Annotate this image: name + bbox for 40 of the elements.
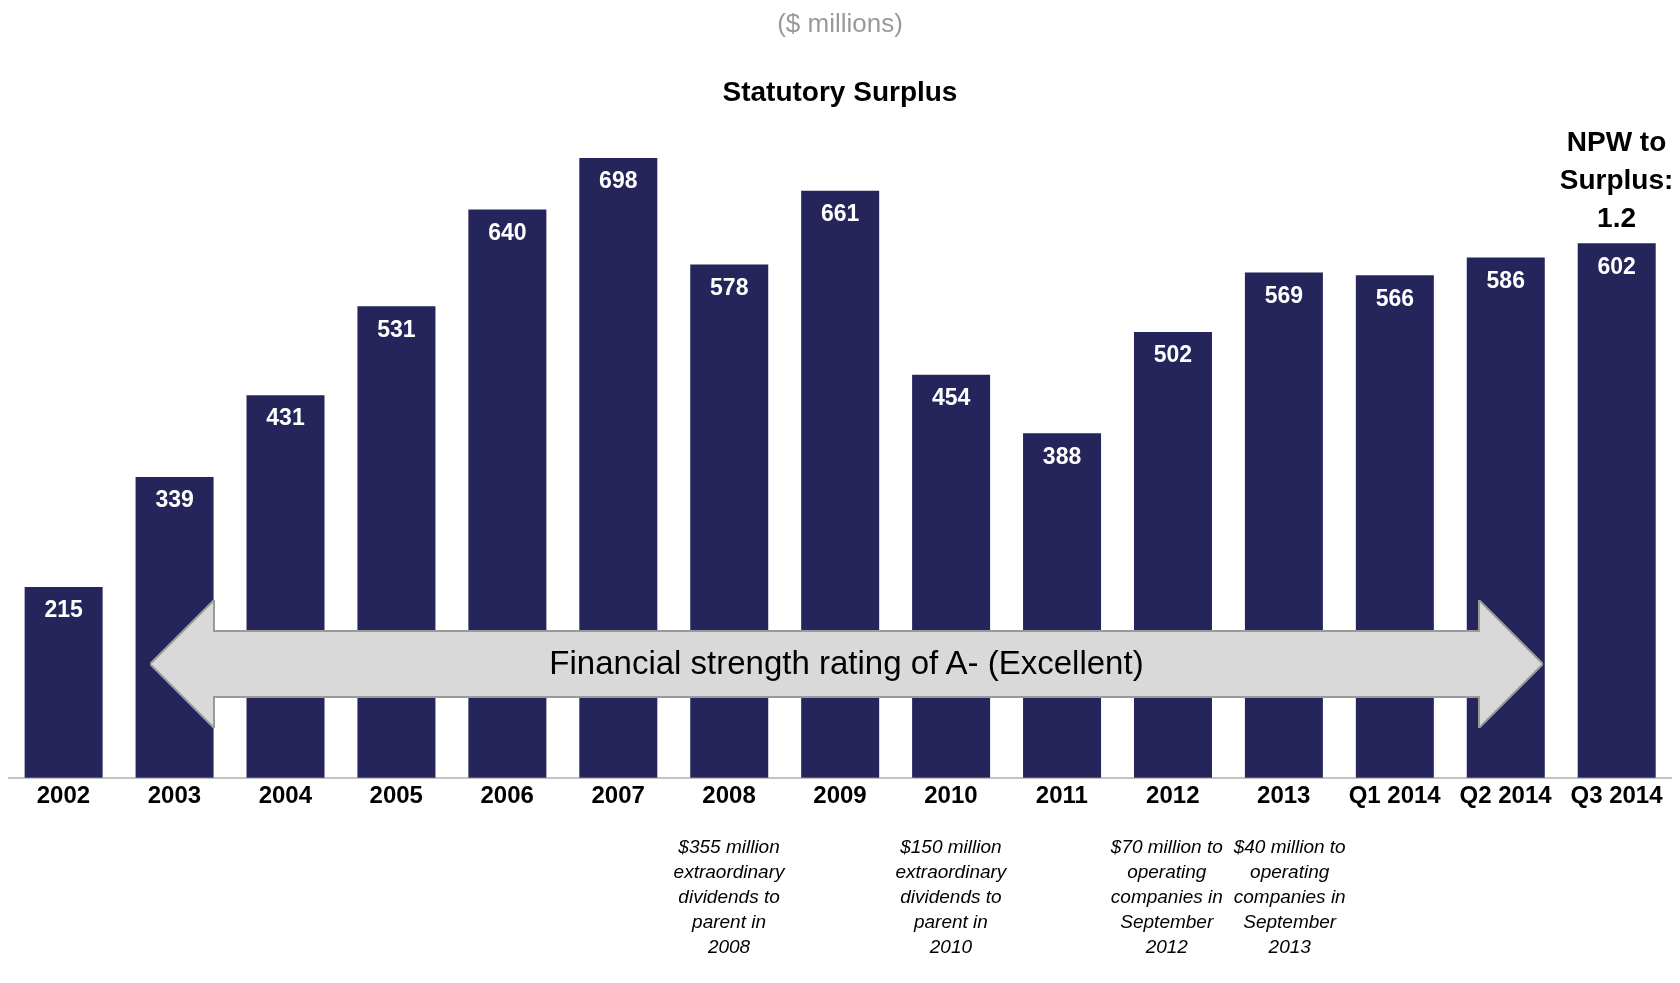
data-label: 339	[155, 486, 194, 513]
data-label: 454	[931, 384, 971, 411]
x-tick-label: 2007	[591, 781, 645, 809]
data-label: 698	[599, 167, 638, 194]
x-tick-label: 2003	[147, 781, 202, 809]
chart-title: Statutory Surplus	[721, 76, 959, 108]
data-label: 531	[377, 315, 416, 342]
data-label: 586	[1486, 266, 1525, 293]
chart-subtitle: ($ millions)	[776, 8, 904, 39]
data-label: 661	[820, 200, 860, 227]
x-tick-label: 2005	[369, 781, 423, 809]
data-label: 578	[710, 273, 749, 300]
text: $355 million extraordinary dividends to parent in 2008	[672, 835, 787, 959]
x-tick-label: 2013	[1257, 781, 1311, 809]
data-label: 569	[1264, 281, 1304, 308]
x-tick-label: 2010	[924, 781, 978, 809]
text: $150 million extraordinary dividends to parent in 2010	[894, 835, 1008, 959]
data-label: 502	[1153, 341, 1193, 368]
x-tick-label: 2008	[702, 781, 756, 809]
bar	[1577, 243, 1656, 778]
x-tick-label: 2012	[1146, 781, 1200, 809]
data-label: 640	[488, 218, 527, 245]
x-tick-label: 2011	[1035, 781, 1088, 809]
x-tick-label: 2004	[258, 781, 313, 809]
x-tick-label: 2002	[36, 781, 91, 809]
data-label: 431	[266, 404, 305, 431]
x-tick-label: Q1 2014	[1348, 781, 1442, 809]
data-label: 602	[1597, 252, 1636, 279]
x-tick-label: Q2 2014	[1459, 781, 1553, 809]
x-tick-label: 2009	[813, 781, 867, 809]
x-tick-label: 2006	[480, 781, 534, 809]
data-label: 215	[44, 596, 84, 623]
annotation: NPW to Surplus: 1.2	[1558, 125, 1675, 236]
text: $70 million to operating companies in September 2012	[1109, 835, 1224, 959]
data-label: 566	[1375, 284, 1415, 311]
x-tick-label: Q3 2014	[1570, 781, 1664, 809]
bar	[24, 587, 103, 778]
data-label: 388	[1042, 442, 1082, 469]
annotation: Financial strength rating of A- (Excellent)	[548, 644, 1145, 682]
text: $40 million to operating companies in September 2013	[1232, 835, 1347, 959]
